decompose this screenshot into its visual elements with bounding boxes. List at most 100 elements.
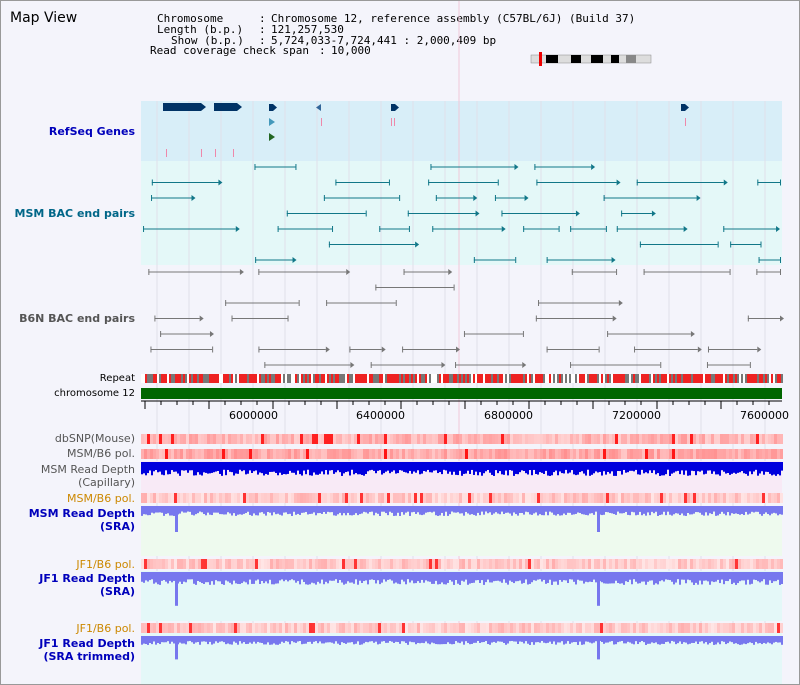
repeat-segment bbox=[409, 374, 411, 383]
msm-capillary-bar bbox=[369, 462, 371, 471]
jf1-pol-cell bbox=[180, 559, 183, 569]
jf1-pol-trim-cell bbox=[159, 623, 162, 633]
jf1-trim-bar bbox=[293, 636, 295, 643]
jf1-trim-bar bbox=[141, 636, 143, 645]
jf1-pol-cell bbox=[630, 559, 633, 569]
jf1-trim-bar bbox=[383, 636, 385, 642]
msm-sra-bar bbox=[471, 506, 473, 515]
jf1-trim-bar bbox=[549, 636, 551, 642]
b6n-bac-label[interactable]: B6N BAC end pairs bbox=[19, 312, 135, 325]
msm-pol-sra-cell bbox=[198, 493, 201, 503]
msm-capillary-bar bbox=[181, 462, 183, 471]
dbsnp-cell bbox=[237, 434, 240, 444]
msm-capillary-bar bbox=[531, 462, 533, 476]
jf1-pol-cell bbox=[381, 559, 384, 569]
jf1-sra-bar bbox=[733, 572, 735, 583]
dbsnp-label[interactable]: dbSNP(Mouse) bbox=[54, 432, 135, 445]
dbsnp-cell bbox=[444, 434, 447, 444]
msm-pol-sra-cell bbox=[441, 493, 444, 503]
jf1-trim-bar bbox=[259, 636, 261, 643]
repeat-segment bbox=[559, 374, 561, 383]
msm-pol-sra-cell bbox=[717, 493, 720, 503]
jf1-trim-bar bbox=[515, 636, 517, 642]
jf1-b6-pol-trimmed-label[interactable]: JF1/B6 pol. bbox=[76, 622, 135, 635]
jf1-trim-bar bbox=[521, 636, 523, 642]
repeat-segment bbox=[313, 374, 315, 383]
jf1-sra-bar bbox=[223, 572, 225, 585]
jf1-read-depth-trimmed-label[interactable]: JF1 Read Depth bbox=[39, 637, 135, 650]
jf1-trim-bar bbox=[649, 636, 651, 644]
msm-pol-sra-cell bbox=[357, 493, 360, 503]
msm-bac-label[interactable]: MSM BAC end pairs bbox=[14, 207, 135, 220]
jf1-sra-bar bbox=[677, 572, 679, 580]
jf1-trim-bar bbox=[201, 636, 203, 642]
msm-capillary-bar bbox=[167, 462, 169, 475]
jf1-sra-bar bbox=[235, 572, 237, 584]
repeat-segment bbox=[143, 374, 145, 383]
bac-end bbox=[277, 226, 279, 232]
bac-end-arrow bbox=[350, 362, 355, 368]
repeat-segment bbox=[759, 374, 761, 383]
jf1-sra-bar bbox=[743, 572, 745, 581]
msm-pol-sra-cell bbox=[405, 493, 408, 503]
jf1-sra-bar bbox=[277, 572, 279, 584]
msm-capillary-bar bbox=[549, 462, 551, 476]
msm-read-depth-capillary-label[interactable]: MSM Read Depth bbox=[40, 463, 135, 476]
jf1-pol-cell bbox=[642, 559, 645, 569]
repeat-segment bbox=[259, 374, 261, 383]
repeat-segment bbox=[315, 374, 317, 383]
msm-b6-pol-label[interactable]: MSM/B6 pol. bbox=[67, 447, 135, 460]
jf1-trim-bar bbox=[551, 636, 553, 644]
jf1-pol-trim-cell bbox=[228, 623, 231, 633]
repeat-segment bbox=[357, 374, 359, 383]
msm-capillary-bar bbox=[293, 462, 295, 473]
jf1-trim-bar bbox=[625, 636, 627, 644]
bac-end bbox=[349, 346, 351, 353]
dbsnp-cell bbox=[282, 434, 285, 444]
jf1-pol-trim-cell bbox=[450, 623, 453, 633]
msm-capillary-bar bbox=[697, 462, 699, 472]
msm-sra-bar bbox=[425, 506, 427, 513]
msm-capillary-bar bbox=[723, 462, 725, 472]
jf1-sra-bar bbox=[459, 572, 461, 585]
jf1-trim-bar bbox=[689, 636, 691, 644]
msm-capillary-bar bbox=[543, 462, 545, 474]
msm-read-depth-sra-label[interactable]: MSM Read Depth bbox=[28, 507, 135, 520]
jf1-trim-bar bbox=[703, 636, 705, 644]
repeat-segment bbox=[497, 374, 499, 383]
chromosome-ideogram[interactable] bbox=[530, 52, 652, 66]
jf1-sra-bar bbox=[141, 572, 143, 582]
msm-capillary-bar bbox=[677, 462, 679, 471]
jf1-sra-bar bbox=[403, 572, 405, 582]
repeat-segment bbox=[149, 374, 151, 383]
repeat-segment bbox=[391, 374, 393, 383]
jf1-pol-cell bbox=[321, 559, 324, 569]
msm-sra-bar bbox=[535, 506, 537, 513]
msm-b6-pol-sra-label[interactable]: MSM/B6 pol. bbox=[67, 492, 135, 505]
msm-pol-cell bbox=[651, 449, 654, 459]
msm-capillary-bar bbox=[755, 462, 757, 470]
jf1-b6-pol-label[interactable]: JF1/B6 pol. bbox=[76, 558, 135, 571]
msm-sra-bar bbox=[725, 506, 727, 516]
refseq-genes-label[interactable]: RefSeq Genes bbox=[48, 125, 135, 138]
jf1-pol-cell bbox=[414, 559, 417, 569]
bac-end bbox=[571, 269, 573, 275]
jf1-trim-bar bbox=[747, 636, 749, 644]
msm-capillary-bar bbox=[529, 462, 531, 471]
jf1-pol-cell bbox=[405, 559, 408, 569]
msm-sra-bar bbox=[583, 506, 585, 515]
jf1-trim-bar bbox=[641, 636, 643, 642]
msm-sra-bar bbox=[303, 506, 305, 513]
jf1-sra-bar bbox=[327, 572, 329, 584]
msm-capillary-bar bbox=[611, 462, 613, 472]
dbsnp-cell bbox=[402, 434, 405, 444]
jf1-pol-trim-cell bbox=[204, 623, 207, 633]
msm-sra-bar bbox=[497, 506, 499, 514]
msm-sra-bar bbox=[209, 506, 211, 515]
repeat-segment bbox=[407, 374, 409, 383]
msm-sra-bar bbox=[163, 506, 165, 516]
jf1-read-depth-sra-label[interactable]: JF1 Read Depth bbox=[39, 572, 135, 585]
jf1-pol-cell bbox=[654, 559, 657, 569]
msm-sra-bar bbox=[489, 506, 491, 513]
